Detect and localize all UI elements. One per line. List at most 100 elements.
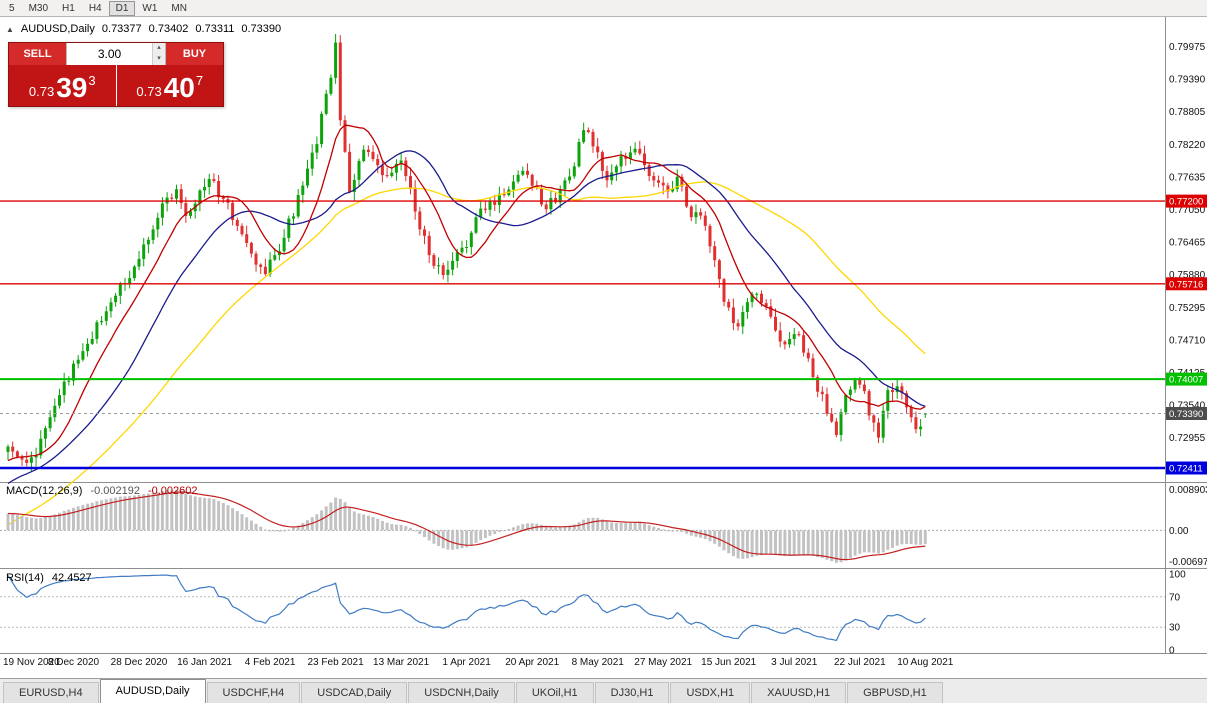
chart-ohlc-header: ▲ AUDUSD,Daily 0.73377 0.73402 0.73311 0… — [6, 23, 281, 35]
price-axis-label: 0.75880 — [1169, 270, 1206, 281]
date-label: 1 Apr 2021 — [442, 657, 491, 668]
sell-price-pip-digit: 3 — [88, 73, 96, 88]
price-axis-label: 0.78805 — [1169, 107, 1206, 118]
date-label: 15 Jun 2021 — [701, 657, 756, 668]
price-axis-label: 0.76465 — [1169, 238, 1206, 249]
date-label: 8 May 2021 — [572, 657, 625, 668]
buy-price-pip-digit: 7 — [195, 73, 204, 88]
symbol-period-label: AUDUSD,Daily — [20, 23, 95, 35]
buy-price-base: 0.73 — [136, 84, 162, 99]
collapse-trade-panel-icon[interactable]: ▲ — [6, 24, 14, 34]
chart-tab-USDX-H1[interactable]: USDX,H1 — [670, 682, 751, 703]
ohlc-open-value: 0.73377 — [101, 23, 142, 35]
macd-signal-line — [7, 491, 926, 561]
svg-text:0.75716: 0.75716 — [1169, 279, 1203, 290]
price-axis-label: 0.79975 — [1169, 42, 1206, 53]
buy-price-display[interactable]: 0.73 40 7 — [116, 65, 223, 106]
rsi-indicator-header: RSI(14) 42.4527 — [6, 572, 92, 584]
timeframe-button-H4[interactable]: H4 — [88, 2, 102, 14]
timeframe-button-D1[interactable]: D1 — [108, 0, 136, 16]
svg-text:0.008903: 0.008903 — [1169, 485, 1207, 496]
svg-text:-0.006970: -0.006970 — [1169, 557, 1207, 568]
date-label: 13 Mar 2021 — [373, 657, 430, 668]
price-axis-label: 0.77635 — [1169, 172, 1206, 183]
timeframe-button-H1[interactable]: H1 — [62, 2, 75, 14]
price-badge-0.75716: 0.75716 — [1166, 277, 1207, 291]
macd-signal-value: -0.002602 — [147, 485, 198, 497]
chart-tab-USDCAD-Daily[interactable]: USDCAD,Daily — [301, 682, 408, 703]
chart-tab-bar: EURUSD,H4 AUDUSD,Daily USDCHF,H4 USDCAD,Dai… — [0, 678, 1207, 703]
rsi-line — [7, 574, 926, 642]
ohlc-close-value: 0.73390 — [241, 23, 282, 35]
sell-price-display[interactable]: 0.73 39 3 — [9, 65, 116, 106]
ohlc-high-value: 0.73402 — [148, 23, 189, 35]
date-label: 20 Apr 2021 — [505, 657, 559, 668]
buy-price-big-digits: 40 — [163, 72, 195, 103]
candlesticks-layer — [6, 34, 927, 472]
chart-tab-UKOil-H1[interactable]: UKOil,H1 — [515, 682, 594, 703]
chart-tab-XAUUSD-H1[interactable]: XAUUSD,H1 — [751, 682, 847, 703]
chart-tab-DJ30-H1[interactable]: DJ30,H1 — [594, 682, 670, 703]
date-label: 28 Dec 2020 — [111, 657, 168, 668]
date-label: 10 Aug 2021 — [897, 657, 954, 668]
one-click-trade-panel: SELL 3.00 ▴ ▾ BUY 0.73 39 3 0.73 40 7 — [8, 42, 224, 107]
svg-text:70: 70 — [1169, 592, 1181, 603]
chart-tab-USDCHF-H4[interactable]: USDCHF,H4 — [206, 682, 301, 703]
sell-price-big-digits: 39 — [56, 72, 88, 103]
volume-down-button[interactable]: ▾ — [153, 54, 165, 65]
timeframe-button-MN[interactable]: MN — [171, 2, 187, 14]
volume-value[interactable]: 3.00 — [97, 47, 122, 61]
timeframe-button-W1[interactable]: W1 — [142, 2, 158, 14]
price-axis-label: 0.77050 — [1169, 205, 1206, 216]
volume-up-button[interactable]: ▴ — [153, 43, 165, 54]
price-axis-label: 0.78220 — [1169, 140, 1206, 151]
date-label: 16 Jan 2021 — [177, 657, 232, 668]
price-axis-label: 0.74710 — [1169, 335, 1206, 346]
svg-text:30: 30 — [1169, 623, 1181, 634]
macd-indicator-header: MACD(12,26,9) -0.002192 -0.002602 — [6, 485, 198, 497]
date-label: 19 Nov 2020 — [3, 657, 60, 668]
ohlc-low-value: 0.73311 — [195, 23, 235, 35]
ma-line-50 — [7, 181, 926, 526]
chart-tab-USDCNH-Daily[interactable]: USDCNH,Daily — [408, 682, 515, 703]
current-price-badge: 0.73390 — [1166, 407, 1207, 420]
date-label: 3 Jul 2021 — [771, 657, 818, 668]
trade-panel-price-row: 0.73 39 3 0.73 40 7 — [9, 65, 223, 106]
svg-text:100: 100 — [1169, 570, 1186, 581]
ma-line-24 — [7, 150, 926, 485]
rsi-value: 42.4527 — [51, 572, 92, 584]
buy-button[interactable]: BUY — [166, 43, 223, 65]
timeframe-toolbar: 5 M30 H1 H4 D1 W1 MN — [0, 0, 1207, 17]
timeframe-button-5[interactable]: 5 — [9, 2, 15, 14]
svg-text:0.73390: 0.73390 — [1169, 409, 1203, 420]
macd-main-value: -0.002192 — [90, 485, 140, 497]
rsi-indicator-label: RSI(14) — [6, 572, 44, 584]
date-label: 8 Dec 2020 — [48, 657, 100, 668]
date-label: 23 Feb 2021 — [308, 657, 365, 668]
price-axis-label: 0.79390 — [1169, 75, 1206, 86]
volume-stepper[interactable]: 3.00 ▴ ▾ — [66, 43, 166, 65]
timeframe-button-M30[interactable]: M30 — [28, 2, 49, 14]
chart-tab-AUDUSD-Daily[interactable]: AUDUSD,Daily — [99, 679, 206, 703]
svg-text:0.74007: 0.74007 — [1169, 375, 1203, 386]
price-badge-0.72411: 0.72411 — [1166, 461, 1207, 475]
date-label: 27 May 2021 — [634, 657, 692, 668]
sell-button[interactable]: SELL — [9, 43, 66, 65]
date-label: 4 Feb 2021 — [245, 657, 296, 668]
svg-text:0.00: 0.00 — [1169, 526, 1189, 537]
chart-tab-EURUSD-H4[interactable]: EURUSD,H4 — [3, 682, 99, 703]
macd-histogram — [6, 490, 927, 563]
level-lines — [0, 200, 1165, 470]
chart-tab-GBPUSD-H1[interactable]: GBPUSD,H1 — [847, 682, 943, 703]
date-label: 22 Jul 2021 — [834, 657, 886, 668]
svg-text:0: 0 — [1169, 646, 1175, 657]
trade-panel-controls-row: SELL 3.00 ▴ ▾ BUY — [9, 43, 223, 65]
price-badge-0.77200: 0.77200 — [1166, 194, 1207, 208]
price-axis-label: 0.75295 — [1169, 303, 1206, 314]
volume-spinner-arrows: ▴ ▾ — [152, 43, 165, 65]
price-axis-label: 0.72955 — [1169, 433, 1206, 444]
svg-text:0.72411: 0.72411 — [1169, 464, 1203, 475]
